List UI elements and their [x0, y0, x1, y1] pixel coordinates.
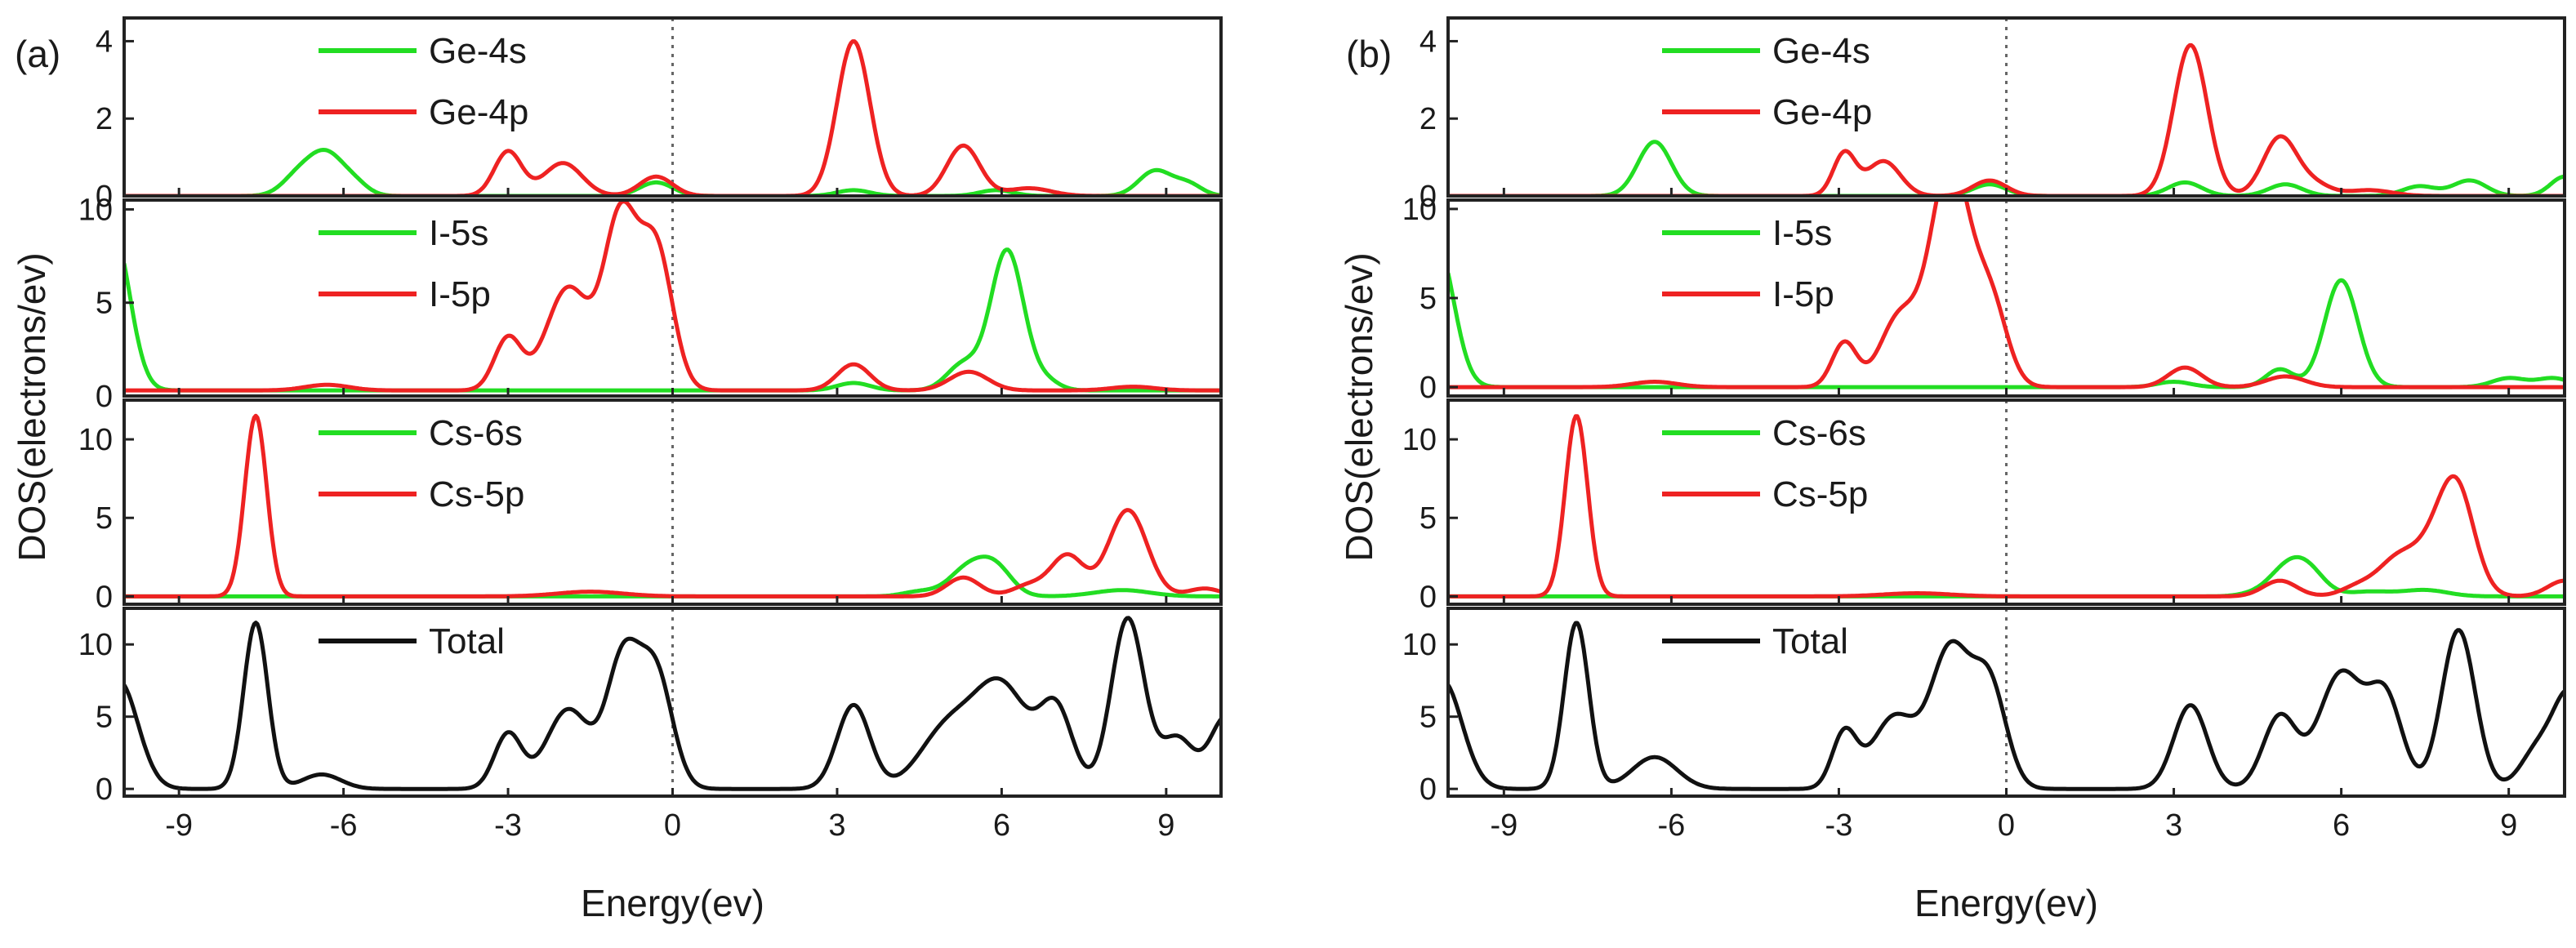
x-axis-title: Energy(ev) [1914, 882, 2098, 924]
legend-label-ge-4s: Ge-4s [1772, 31, 1870, 71]
y-tick-label: 5 [96, 701, 113, 735]
subplot-frame [123, 398, 1223, 606]
legend-label-cs-5p: Cs-5p [1772, 474, 1868, 514]
y-tick-label: 5 [1419, 501, 1437, 536]
subplot-frame [123, 16, 1223, 198]
subplot-cs: Cs-6s Cs-5p 0 5 10 [1402, 398, 2566, 614]
x-tick-label: 0 [1998, 808, 2015, 843]
legend-label-i-5s: I-5s [1772, 213, 1832, 253]
y-tick-label: 10 [1402, 423, 1437, 457]
x-tick-label: -6 [1658, 808, 1686, 843]
x-tick-label: 0 [664, 808, 681, 843]
x-tick-label: -6 [330, 808, 358, 843]
x-tick-label: 6 [993, 808, 1010, 843]
y-tick-label: 2 [1419, 102, 1437, 136]
y-tick-label: 4 [1419, 24, 1437, 59]
x-tick-label: -3 [1825, 808, 1853, 843]
x-tick-label: 9 [1157, 808, 1174, 843]
legend-label-i-5s: I-5s [429, 213, 488, 253]
y-tick-label: 5 [96, 287, 113, 321]
y-tick-label: 0 [96, 180, 113, 214]
legend-label-ge-4p: Ge-4p [1772, 92, 1872, 132]
subplot-total: Total 0 5 10 [1402, 607, 2566, 807]
legend-label-ge-4s: Ge-4s [429, 31, 527, 71]
subplot-i: I-5s I-5p 0 5 10 [78, 193, 1223, 414]
series-line-cs-5p [124, 413, 1221, 599]
subplot-cs: Cs-6s Cs-5p 0 5 10 [78, 398, 1223, 614]
series-line-total [1448, 621, 2565, 791]
x-axis-title: Energy(ev) [581, 882, 764, 924]
panel-a: (a) Ge-4s Ge-4p 0 2 4 I-5s I-5p 0 5 10 Cs-6s Cs-5p 0 5… [11, 16, 1223, 924]
y-tick-label: 0 [96, 380, 113, 414]
y-tick-label: 5 [96, 501, 113, 536]
subplot-frame [1446, 198, 2566, 398]
y-tick-label: 0 [96, 772, 113, 807]
legend-label-total: Total [1772, 621, 1848, 661]
subplot-i: I-5s I-5p 0 5 10 [1402, 193, 2566, 405]
series-line-total [124, 616, 1221, 791]
subplot-ge: Ge-4s Ge-4p 0 2 4 [96, 16, 1223, 214]
legend-label-cs-6s: Cs-6s [429, 413, 523, 453]
x-tick-label: -3 [494, 808, 522, 843]
y-tick-label: 0 [1419, 180, 1437, 214]
series-line-ge-4p [1448, 42, 2565, 196]
subplot-frame [123, 607, 1223, 798]
y-axis-title: DOS(electrons/ev) [11, 252, 53, 561]
x-tick-label: -9 [165, 808, 193, 843]
subplot-ge: Ge-4s Ge-4p 0 2 4 [1419, 16, 2566, 214]
y-tick-label: 10 [1402, 193, 1437, 227]
subplot-frame [123, 198, 1223, 398]
x-tick-label: 9 [2500, 808, 2517, 843]
y-tick-label: 10 [78, 193, 113, 227]
x-tick-label: -9 [1490, 808, 1518, 843]
legend-label-ge-4p: Ge-4p [429, 92, 528, 132]
subplot-frame [1446, 607, 2566, 798]
y-tick-label: 0 [1419, 580, 1437, 614]
legend-label-i-5p: I-5p [1772, 274, 1834, 314]
panel-tag: (b) [1346, 33, 1392, 75]
x-tick-label: 3 [828, 808, 845, 843]
panel-tag: (a) [15, 33, 60, 75]
y-tick-label: 4 [96, 24, 113, 59]
y-axis-title: DOS(electrons/ev) [1338, 252, 1380, 561]
legend-label-total: Total [429, 621, 505, 661]
series-line-cs-5p [1448, 414, 2565, 599]
y-tick-label: 5 [1419, 282, 1437, 316]
series-line-i-5p [1448, 200, 2565, 389]
y-tick-label: 10 [78, 628, 113, 662]
subplot-total: Total 0 5 10 [78, 607, 1223, 807]
series-line-i-5s [1448, 272, 2565, 389]
subplot-frame [1446, 398, 2566, 606]
series-line-ge-4p [124, 39, 1221, 196]
y-tick-label: 10 [78, 423, 113, 457]
subplot-frame [1446, 16, 2566, 198]
x-tick-label: 3 [2165, 808, 2182, 843]
y-tick-label: 10 [1402, 628, 1437, 662]
y-tick-label: 5 [1419, 701, 1437, 735]
legend-label-cs-5p: Cs-5p [429, 474, 524, 514]
y-tick-label: 0 [1419, 371, 1437, 405]
legend-label-i-5p: I-5p [429, 274, 491, 314]
y-tick-label: 0 [96, 580, 113, 614]
y-tick-label: 0 [1419, 772, 1437, 807]
legend-label-cs-6s: Cs-6s [1772, 413, 1866, 453]
y-tick-label: 2 [96, 102, 113, 136]
panel-b: (b) Ge-4s Ge-4p 0 2 4 I-5s I-5p 0 5 10 Cs-6s Cs-5p 0 5… [1338, 16, 2566, 924]
x-tick-label: 6 [2333, 808, 2350, 843]
series-line-i-5p [124, 200, 1221, 393]
